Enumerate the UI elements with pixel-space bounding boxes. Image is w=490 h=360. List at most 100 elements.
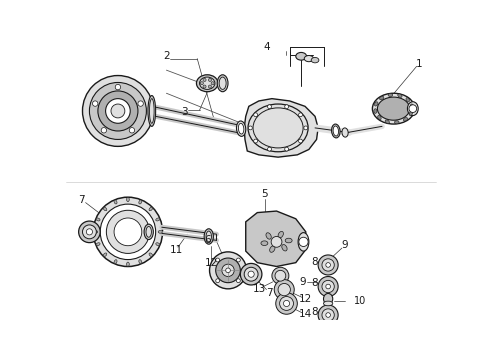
Ellipse shape <box>219 77 226 89</box>
Circle shape <box>237 279 240 283</box>
Ellipse shape <box>304 55 314 62</box>
Circle shape <box>216 279 220 283</box>
Ellipse shape <box>237 121 246 136</box>
Circle shape <box>278 283 291 296</box>
Ellipse shape <box>394 121 399 124</box>
Circle shape <box>285 105 289 109</box>
Circle shape <box>272 267 289 284</box>
Ellipse shape <box>94 230 98 233</box>
Polygon shape <box>244 99 318 157</box>
Text: 14: 14 <box>299 309 313 319</box>
Circle shape <box>298 139 302 143</box>
Circle shape <box>138 101 143 106</box>
Circle shape <box>254 113 258 117</box>
Text: 6: 6 <box>204 235 211 244</box>
Text: 12: 12 <box>204 258 218 269</box>
Ellipse shape <box>144 224 153 239</box>
Circle shape <box>322 259 334 271</box>
Circle shape <box>203 78 206 81</box>
Circle shape <box>93 101 98 106</box>
Ellipse shape <box>385 120 390 123</box>
Circle shape <box>200 82 203 85</box>
Ellipse shape <box>156 243 160 246</box>
Circle shape <box>106 210 149 253</box>
Ellipse shape <box>253 108 303 148</box>
Circle shape <box>82 76 153 147</box>
Circle shape <box>409 105 416 112</box>
Ellipse shape <box>149 253 152 256</box>
Circle shape <box>240 264 262 285</box>
Circle shape <box>98 91 138 131</box>
Circle shape <box>254 139 258 143</box>
Text: 12: 12 <box>299 294 313 304</box>
Circle shape <box>216 258 240 283</box>
Ellipse shape <box>323 293 333 304</box>
Circle shape <box>216 258 220 262</box>
Circle shape <box>326 313 330 317</box>
Circle shape <box>78 221 100 243</box>
Circle shape <box>318 276 338 297</box>
Circle shape <box>285 147 289 151</box>
Ellipse shape <box>196 75 218 92</box>
Circle shape <box>248 126 252 130</box>
Ellipse shape <box>96 243 100 246</box>
Circle shape <box>89 82 147 139</box>
Ellipse shape <box>96 218 100 221</box>
Circle shape <box>271 237 282 247</box>
Ellipse shape <box>311 58 319 63</box>
Circle shape <box>326 284 330 289</box>
Ellipse shape <box>408 102 418 116</box>
Ellipse shape <box>149 99 154 123</box>
Circle shape <box>322 309 334 321</box>
Ellipse shape <box>199 77 215 89</box>
Circle shape <box>222 264 234 276</box>
Circle shape <box>208 85 212 88</box>
Ellipse shape <box>342 128 348 137</box>
Circle shape <box>237 258 240 262</box>
Circle shape <box>268 105 271 109</box>
Ellipse shape <box>266 233 271 239</box>
Ellipse shape <box>139 200 142 204</box>
Ellipse shape <box>139 260 142 264</box>
Circle shape <box>304 126 308 130</box>
Ellipse shape <box>406 98 410 102</box>
Ellipse shape <box>372 93 415 124</box>
Ellipse shape <box>146 226 151 237</box>
Text: 7: 7 <box>266 288 273 298</box>
Text: 8: 8 <box>311 257 318 267</box>
Text: 8: 8 <box>311 278 318 288</box>
Circle shape <box>114 218 142 246</box>
Polygon shape <box>245 211 306 266</box>
Circle shape <box>326 263 330 267</box>
Circle shape <box>248 271 254 277</box>
Ellipse shape <box>149 207 152 211</box>
Text: 7: 7 <box>78 194 85 204</box>
Text: 4: 4 <box>263 42 270 52</box>
Ellipse shape <box>388 94 392 96</box>
Text: 9: 9 <box>299 277 306 287</box>
Text: 13: 13 <box>253 284 266 294</box>
Ellipse shape <box>114 260 117 264</box>
Ellipse shape <box>206 231 212 242</box>
Text: 8: 8 <box>311 307 318 317</box>
Ellipse shape <box>204 229 214 244</box>
Text: 1: 1 <box>416 59 422 69</box>
Ellipse shape <box>398 94 402 98</box>
Circle shape <box>203 85 206 88</box>
Ellipse shape <box>296 53 307 60</box>
Circle shape <box>274 280 294 300</box>
Ellipse shape <box>261 241 268 246</box>
Text: 11: 11 <box>170 245 183 255</box>
Circle shape <box>82 225 97 239</box>
Circle shape <box>208 78 212 81</box>
Ellipse shape <box>374 102 378 106</box>
Text: 9: 9 <box>342 240 348 250</box>
Circle shape <box>129 127 135 133</box>
Circle shape <box>244 267 258 281</box>
Circle shape <box>106 99 130 123</box>
Circle shape <box>276 293 297 314</box>
Ellipse shape <box>158 230 162 233</box>
Ellipse shape <box>282 244 287 251</box>
Ellipse shape <box>380 96 384 100</box>
Ellipse shape <box>217 75 228 92</box>
